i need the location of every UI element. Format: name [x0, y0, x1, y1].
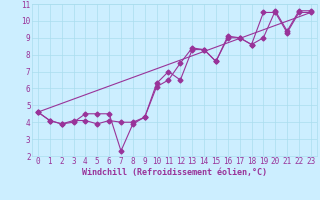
- X-axis label: Windchill (Refroidissement éolien,°C): Windchill (Refroidissement éolien,°C): [82, 168, 267, 177]
